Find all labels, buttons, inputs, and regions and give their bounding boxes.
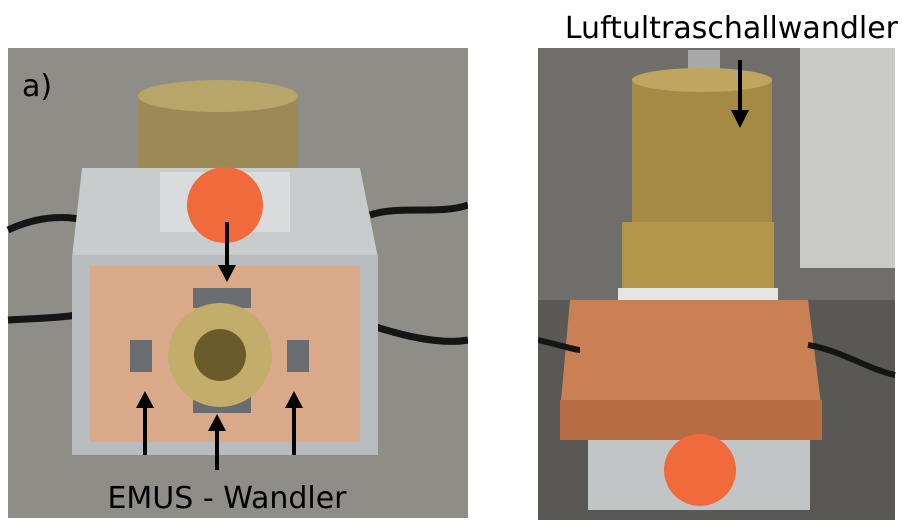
caption-emus: EMUS - Wandler [107, 481, 347, 516]
label-a: a) [22, 69, 52, 104]
figure: a) EMUS - Wandler b) Luftultraschallwand… [0, 0, 902, 526]
caption-luft: Luftultraschallwandler [565, 11, 899, 46]
photo-a: a) EMUS - Wandler [8, 48, 468, 518]
photo-b: b) [500, 48, 895, 520]
